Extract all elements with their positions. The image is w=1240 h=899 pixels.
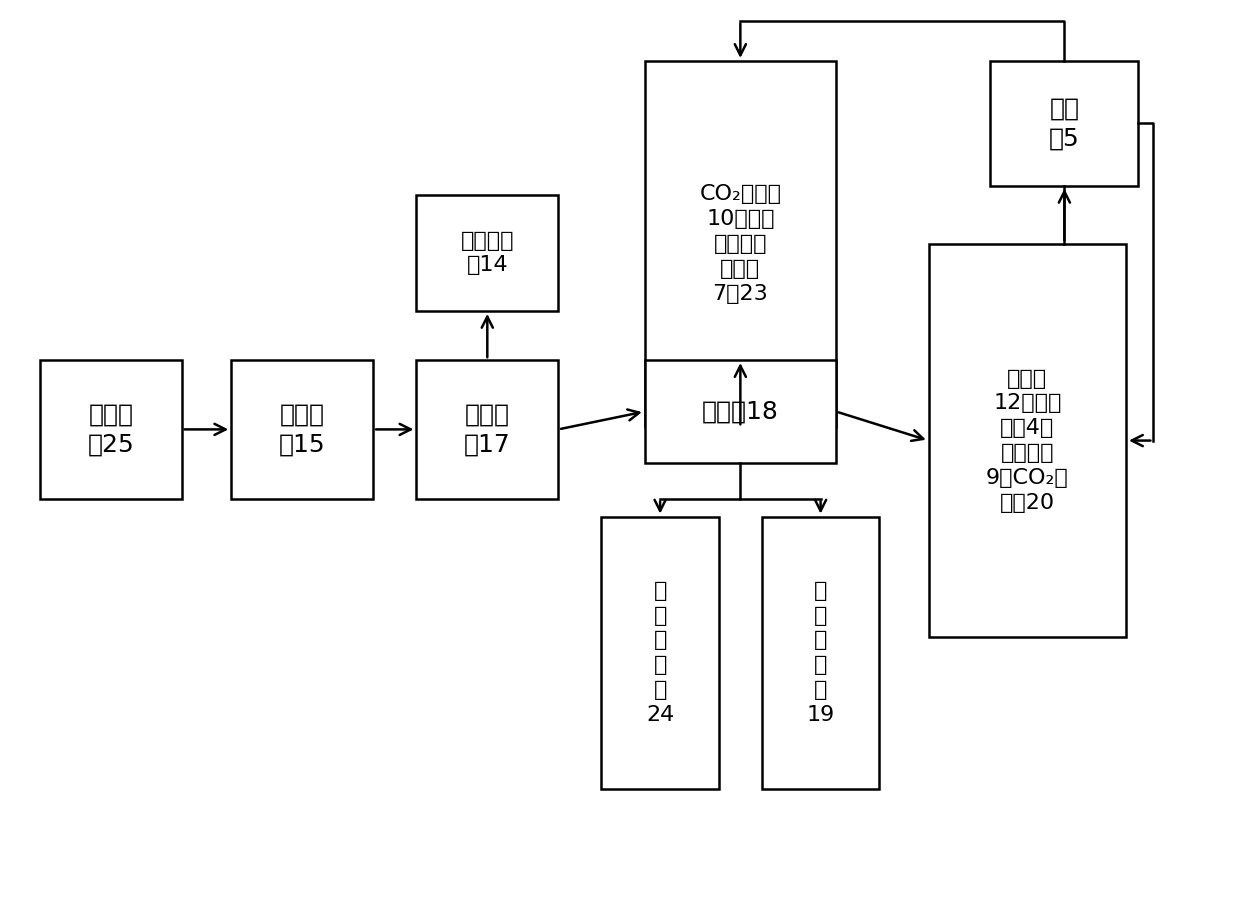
Bar: [417, 195, 558, 311]
Text: 液
晶
显
示
器
24: 液 晶 显 示 器 24: [646, 581, 675, 725]
Text: CO₂传感器
10；室内
外温湿度
传感器
7、23: CO₂传感器 10；室内 外温湿度 传感器 7、23: [699, 184, 781, 304]
Bar: [40, 360, 182, 499]
Bar: [417, 360, 558, 499]
Text: 开关电
源17: 开关电 源17: [464, 403, 511, 457]
Bar: [231, 360, 373, 499]
Text: 生长
室5: 生长 室5: [1049, 96, 1080, 150]
Bar: [645, 360, 836, 463]
Text: 空气开
关15: 空气开 关15: [279, 403, 325, 457]
Bar: [645, 61, 836, 427]
Text: 电热丝
12、进气
风扇4、
排气风扇
9、CO₂电
磁阀20: 电热丝 12、进气 风扇4、 排气风扇 9、CO₂电 磁阀20: [986, 369, 1069, 512]
Text: 声
光
报
警
器
19: 声 光 报 警 器 19: [806, 581, 835, 725]
Bar: [601, 517, 719, 789]
Text: 状态指示
灯14: 状态指示 灯14: [460, 230, 515, 275]
Bar: [929, 244, 1126, 637]
Text: 控制器18: 控制器18: [702, 399, 779, 423]
Bar: [991, 61, 1138, 186]
Text: 外部电
源25: 外部电 源25: [87, 403, 134, 457]
Bar: [761, 517, 879, 789]
